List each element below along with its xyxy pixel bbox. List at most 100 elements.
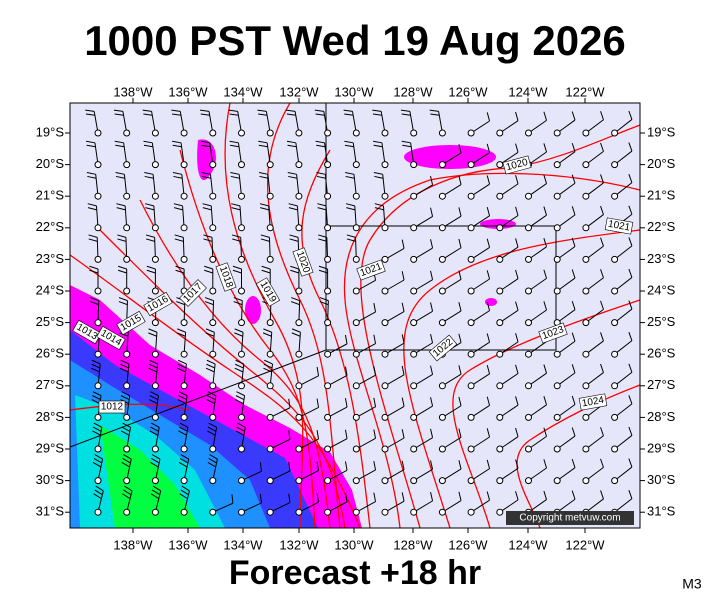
barb-feather [429,109,439,112]
barb-feather [571,142,576,152]
station [94,319,102,327]
barb-staff [384,279,405,292]
barb-staff [499,183,519,197]
barb-feather [291,297,300,302]
barb-staff [614,435,633,450]
barb-feather [515,427,519,437]
station [611,413,619,421]
station [611,445,619,453]
barb-feather [207,461,216,468]
barb-feather [207,430,216,436]
station [611,287,619,295]
barb-feather [345,203,355,207]
barb-staff [470,436,490,450]
longitude-label: 126°W [448,537,488,552]
barb-feather [178,391,188,397]
barb-staff [614,466,633,481]
barb-feather [600,332,604,342]
barb-feather [233,301,243,306]
station [496,508,504,516]
station [209,287,217,295]
station [295,319,303,327]
station [352,319,360,327]
barb-staff [470,120,490,134]
latitude-label: 29°S [36,440,65,455]
barb-staff [442,278,462,292]
station [151,445,159,453]
barb-feather [458,207,462,217]
barb-feather [628,426,633,436]
barb-feather [571,174,576,184]
barb-feather [430,270,434,280]
station [611,350,619,358]
station [525,255,532,263]
barb-feather [121,391,130,397]
station [123,287,131,295]
barb-feather [373,366,377,376]
barb-staff [470,152,490,166]
barb-feather [430,333,434,343]
longitude-label: 130°W [334,537,374,552]
barb-feather [288,207,298,211]
station [123,413,131,421]
barb-feather [145,238,155,242]
station [496,445,504,453]
barb-feather [199,109,210,112]
station [266,413,274,421]
barb-staff [442,405,462,418]
rain-patch [245,296,261,324]
barb-feather [235,399,244,404]
isobar-label-box [255,277,281,307]
station [123,350,131,358]
barb-feather [151,489,161,496]
station [467,192,475,200]
barb-staff [356,501,376,513]
barb-feather [235,430,245,436]
station [94,161,102,169]
station [180,129,188,137]
barb-staff [442,184,462,197]
barb-feather [87,203,97,207]
station [266,477,274,485]
longitude-label: 138°W [113,84,153,99]
barb-feather [175,265,185,270]
rain-patch [485,298,497,306]
isobar-label-box [215,262,237,292]
barb-feather [315,140,325,144]
station [410,445,418,453]
station [525,477,532,485]
barb-feather [204,297,214,302]
barb-staff [327,406,348,418]
barb-feather [290,301,300,306]
longitude-label: 122°W [565,537,605,552]
barb-staff [585,435,604,450]
barb-feather [316,175,326,179]
station [94,287,102,295]
barb-feather [144,171,154,175]
station [553,287,561,295]
barb-feather [177,328,186,333]
barb-staff [499,436,519,450]
barb-feather [234,332,243,337]
longitude-label: 130°W [334,84,374,99]
barb-feather [600,269,604,278]
barb-feather [143,144,153,148]
barb-feather [290,269,300,274]
station [381,445,389,453]
barb-feather [92,391,102,397]
station [496,382,504,390]
barb-feather [345,175,355,179]
barb-feather [87,207,97,211]
barb-feather [171,109,181,112]
barb-feather [571,364,576,374]
station [238,255,245,263]
barb-feather [151,422,160,428]
barb-staff [413,437,433,450]
station [266,161,274,169]
latitude-label: 31°S [647,504,676,519]
barb-staff [499,499,519,513]
barb-feather [628,110,633,120]
barb-staff [356,311,376,324]
barb-feather [124,485,133,492]
barb-feather [289,238,299,242]
